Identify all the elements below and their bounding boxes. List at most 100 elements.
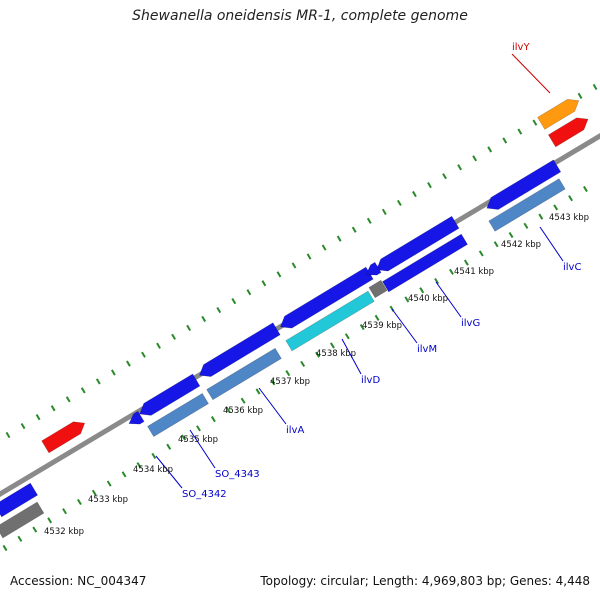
scale-label: 4533 kbp (88, 495, 128, 505)
gene-block (376, 215, 460, 272)
feature-track (0, 98, 589, 539)
ilvY-gene-block (537, 98, 580, 130)
inner-tick (508, 231, 514, 239)
outer-tick (291, 262, 297, 269)
inner-tick (32, 526, 38, 533)
inner-tick (404, 296, 410, 303)
gray-gene-block (0, 501, 45, 539)
scale-label: 4532 kbp (44, 527, 84, 537)
scale-labels: 4532 kbp 4533 kbp 4534 kbp 4535 kbp 4536 kbp… (44, 213, 589, 537)
outer-tick (472, 155, 478, 162)
label-leaders (155, 53, 564, 489)
outer-tick (95, 378, 101, 385)
map-title: Shewanella oneidensis MR-1, complete gen… (132, 8, 468, 24)
light-gene-block (147, 392, 209, 438)
outer-tick (427, 182, 432, 189)
inner-tick (359, 323, 365, 331)
inner-tick (463, 259, 469, 266)
scale-label: 4542 kbp (501, 240, 541, 250)
inner-tick (196, 425, 201, 432)
outer-tick (577, 92, 583, 99)
inner-tick (478, 250, 484, 257)
outer-tick (487, 146, 493, 153)
gene-label: ilvC (563, 262, 581, 273)
inner-tick (300, 360, 306, 367)
accession-text: Accession: NC_004347 (10, 574, 147, 588)
outer-tick (276, 271, 282, 278)
outer-tick (5, 431, 11, 439)
inner-tick (181, 434, 187, 441)
outer-tick (35, 414, 41, 421)
inner-tick (270, 379, 276, 386)
inner-tick (62, 508, 67, 515)
inner-tick (136, 462, 142, 469)
gene-label: SO_4342 (182, 489, 227, 500)
scale-label: 4538 kbp (316, 349, 356, 359)
scale-label: 4543 kbp (549, 213, 589, 223)
inner-tick (106, 480, 112, 487)
outer-tick (502, 137, 508, 144)
inner-tick (210, 416, 216, 423)
outer-tick (457, 164, 462, 171)
inner-tick (330, 342, 335, 349)
inner-tick (47, 517, 53, 524)
inner-tick (419, 287, 425, 294)
outer-tick (186, 324, 192, 331)
outer-tick (246, 289, 252, 296)
scale-label: 4534 kbp (133, 465, 173, 475)
inner-tick (523, 222, 529, 229)
scale-label: 4536 kbp (223, 406, 263, 416)
label-leader (189, 429, 216, 469)
inner-tick (374, 314, 380, 321)
outer-tick (412, 190, 417, 198)
inner-tick (434, 277, 440, 285)
genome-summary-text: Topology: circular; Length: 4,969,803 bp… (260, 574, 590, 588)
inner-tick (568, 195, 573, 202)
label-leader (435, 281, 462, 318)
gene-block (199, 322, 281, 377)
gene-block (128, 410, 145, 425)
inner-tick (225, 406, 231, 413)
outer-tick (396, 199, 402, 207)
red-gene-block (547, 117, 589, 148)
inner-tick (493, 241, 499, 248)
gene-block (382, 233, 468, 293)
scale-label: 4535 kbp (178, 435, 218, 445)
cyan-gene-block (285, 290, 375, 352)
inner-tick (315, 351, 320, 358)
outer-tick (216, 306, 222, 314)
outer-tick (366, 217, 372, 224)
inner-tick (255, 388, 261, 395)
gene-block (486, 159, 562, 210)
light-gene-block (488, 178, 566, 232)
inner-tick (121, 471, 127, 478)
scale-label: 4540 kbp (408, 294, 448, 304)
outer-tick (201, 315, 207, 323)
outer-tick (351, 226, 357, 233)
scale-label: 4539 kbp (362, 321, 402, 331)
outer-tick (336, 235, 342, 242)
gene-label: ilvY (512, 42, 530, 53)
outer-tick (126, 360, 131, 367)
scale-label: 4541 kbp (454, 267, 494, 277)
outer-tick (442, 173, 447, 180)
gene-label: ilvA (286, 425, 304, 436)
outer-tick (141, 351, 146, 358)
inner-tick (583, 185, 588, 193)
outer-tick (517, 128, 523, 135)
red-gene-block (41, 421, 86, 454)
outer-tick (65, 396, 71, 403)
inner-tick (2, 544, 8, 552)
gray-gene-block (368, 279, 388, 299)
outer-tick (321, 244, 327, 251)
inner-tick-ring (2, 185, 588, 552)
gene-block (0, 482, 39, 518)
inner-tick (240, 397, 246, 404)
outer-tick (261, 280, 267, 287)
label-leader (341, 338, 362, 375)
label-leader (539, 226, 564, 262)
label-leader (155, 455, 183, 489)
inner-tick (151, 452, 157, 460)
inner-tick (344, 333, 350, 340)
